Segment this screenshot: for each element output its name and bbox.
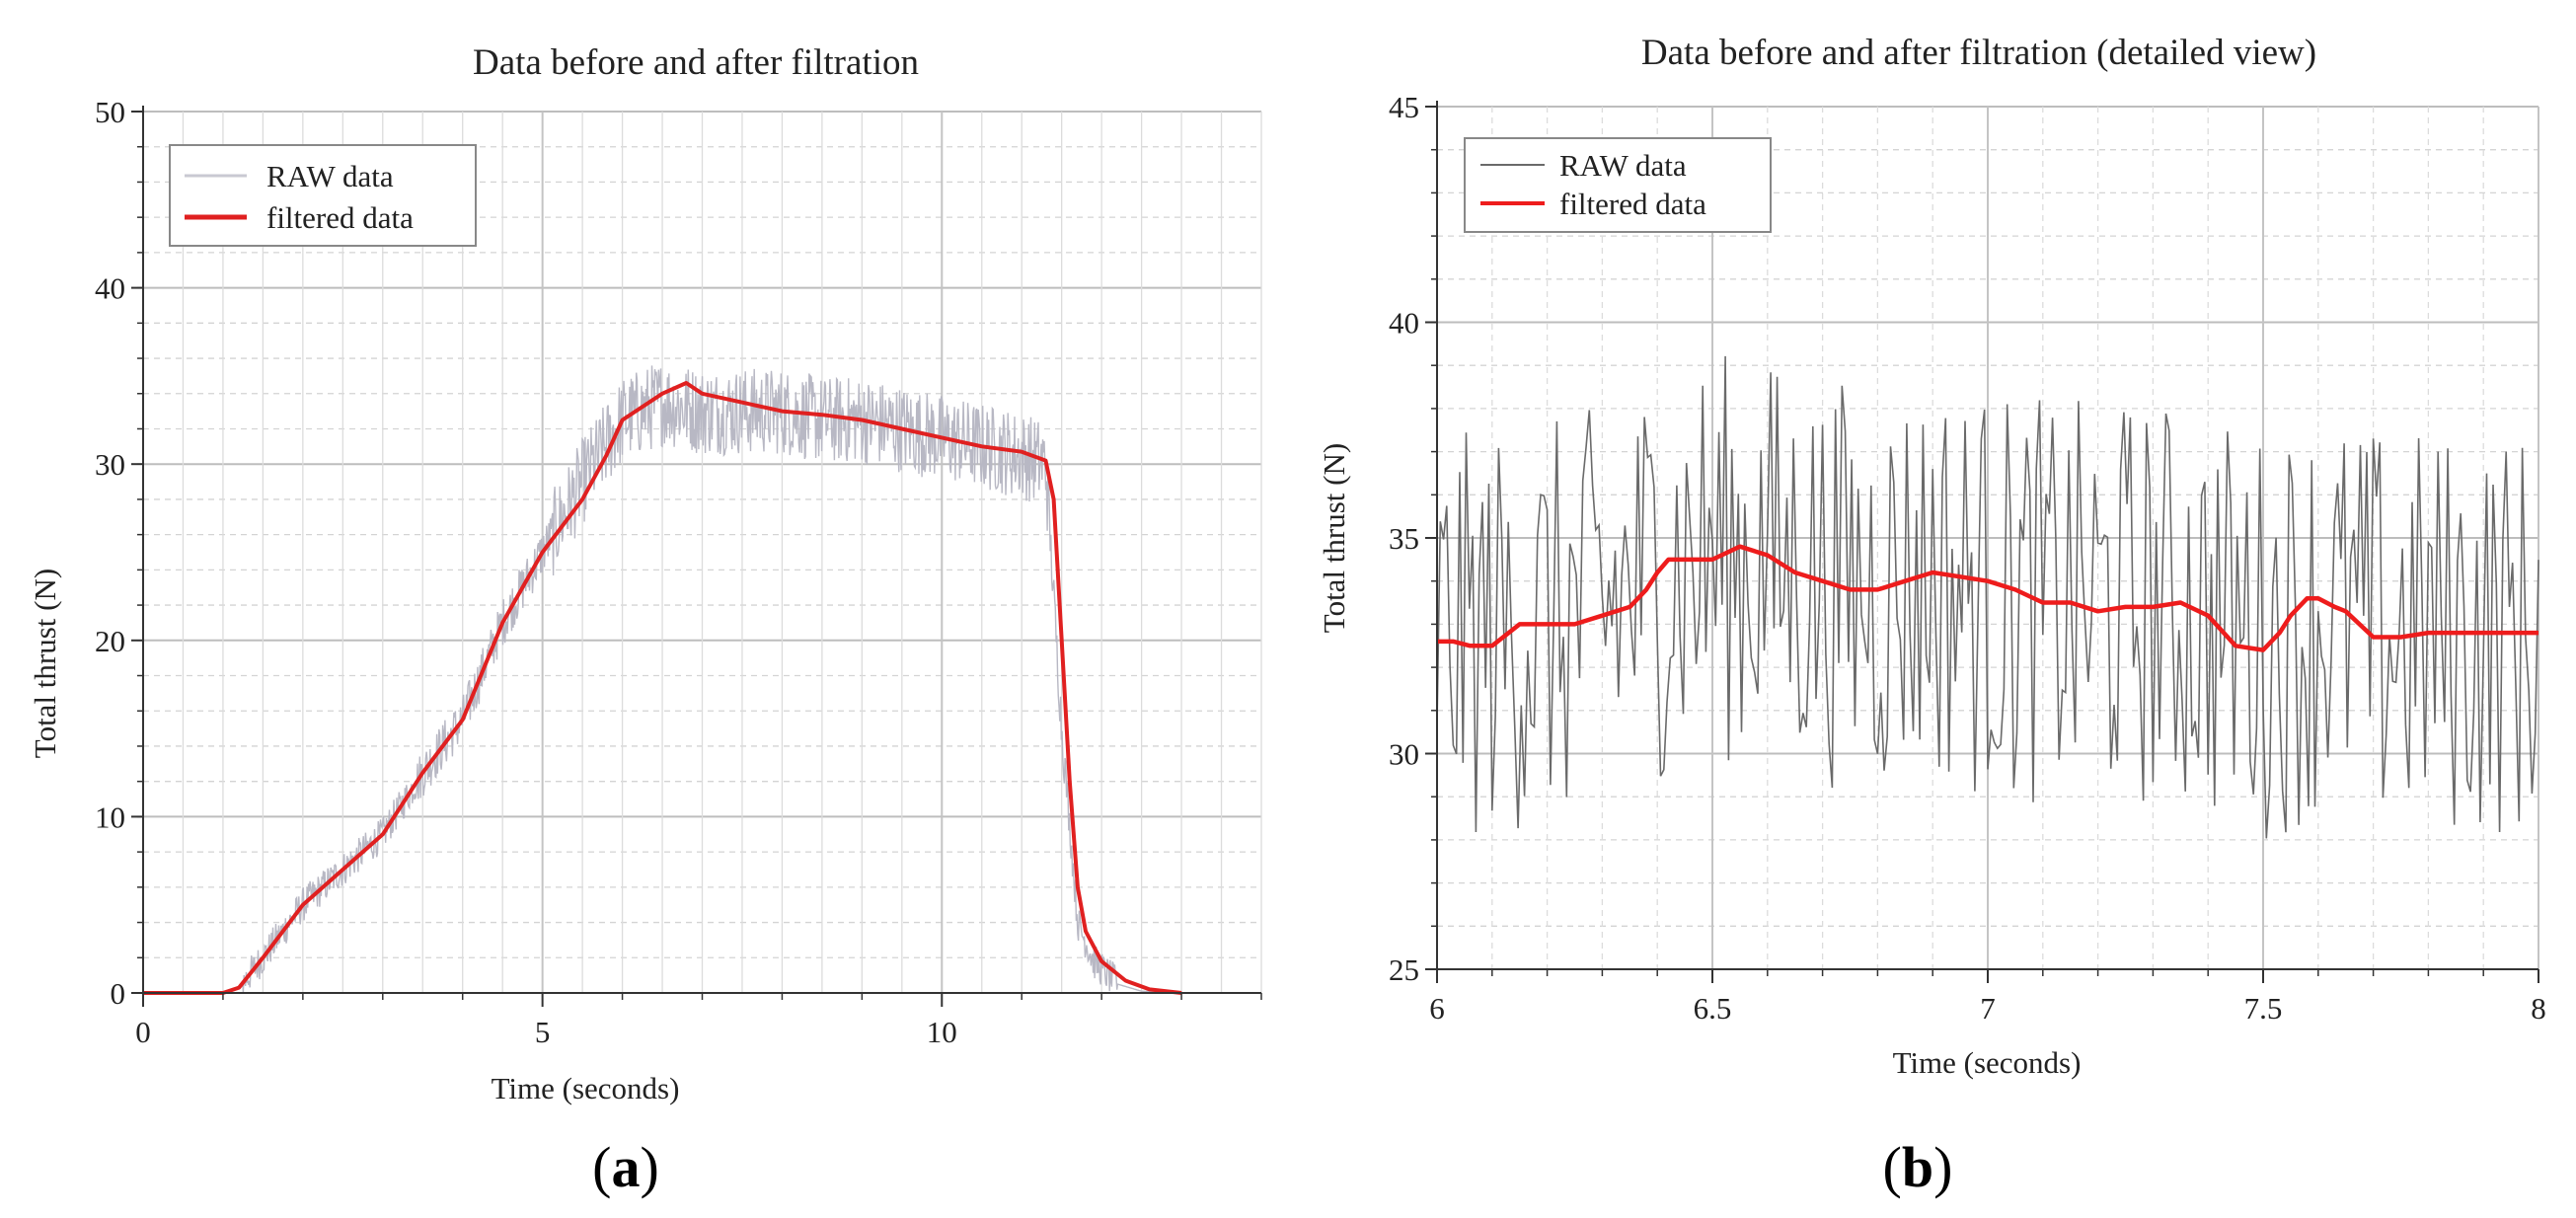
chart-a-ticks: 0 10 20 30 40 50 0 5 10 [95, 95, 1262, 1049]
y-tick-label: 0 [111, 976, 126, 1011]
chart-b-legend: RAW data filtered data [1464, 137, 1772, 233]
panel-b-label: (b) [1883, 1135, 1953, 1199]
chart-a-xlabel: Time (seconds) [492, 1071, 680, 1105]
y-tick-label: 30 [95, 447, 125, 482]
x-tick-label: 7 [1980, 991, 1996, 1026]
chart-a-legend-box [169, 144, 477, 247]
chart-a-legend: RAW data filtered data [169, 144, 477, 247]
x-tick-label: 6 [1429, 991, 1445, 1026]
chart-a-title: Data before and after filtration [473, 42, 919, 83]
x-tick-label: 8 [2531, 991, 2546, 1026]
legend-a-filtered-label: filtered data [266, 200, 414, 235]
chart-a-grid [142, 111, 1262, 994]
chart-b-xlabel: Time (seconds) [1893, 1045, 2082, 1080]
y-tick-label: 50 [95, 95, 125, 129]
chart-a-ylabel: Total thrust (N) [28, 569, 62, 758]
y-tick-label: 25 [1389, 952, 1419, 987]
chart-b-grid [1436, 106, 2539, 970]
chart-b-title: Data before and after filtration (detail… [1641, 33, 2316, 73]
panel-b-letter: b [1902, 1135, 1933, 1199]
y-tick-label: 45 [1389, 90, 1419, 124]
x-tick-label: 6.5 [1694, 991, 1732, 1026]
y-tick-label: 20 [95, 624, 125, 658]
panel-a-label: (a) [592, 1135, 659, 1199]
x-tick-label: 10 [927, 1015, 957, 1049]
y-tick-label: 35 [1389, 521, 1419, 556]
series-filtered-line [1437, 544, 2538, 652]
legend-b-raw-label: RAW data [1559, 148, 1687, 183]
chart-a-series [143, 365, 1182, 995]
panel-a-letter: a [612, 1135, 641, 1199]
y-tick-label: 40 [95, 271, 125, 306]
series-raw-line [1436, 355, 2539, 839]
chart-b-legend-box [1464, 137, 1772, 233]
legend-b-filtered-label: filtered data [1559, 187, 1706, 221]
series-filtered-line [143, 381, 1182, 995]
chart-panel-b: Data before and after filtration (detail… [1317, 33, 2546, 1080]
legend-a-raw-label: RAW data [266, 159, 394, 193]
chart-b-series [1436, 355, 2539, 839]
x-tick-label: 7.5 [2244, 991, 2283, 1026]
x-tick-label: 5 [535, 1015, 551, 1049]
x-tick-label: 0 [135, 1015, 151, 1049]
series-raw-line [143, 365, 1182, 994]
chart-panel-a: Data before and after filtration 0 10 20 30… [28, 42, 1262, 1105]
chart-b-ylabel: Total thrust (N) [1317, 443, 1351, 633]
y-tick-label: 10 [95, 799, 125, 834]
y-tick-label: 40 [1389, 306, 1419, 341]
chart-b-ticks: 25 30 35 40 45 6 6.5 7 7.5 8 [1389, 90, 2546, 1026]
y-tick-label: 30 [1389, 737, 1419, 772]
